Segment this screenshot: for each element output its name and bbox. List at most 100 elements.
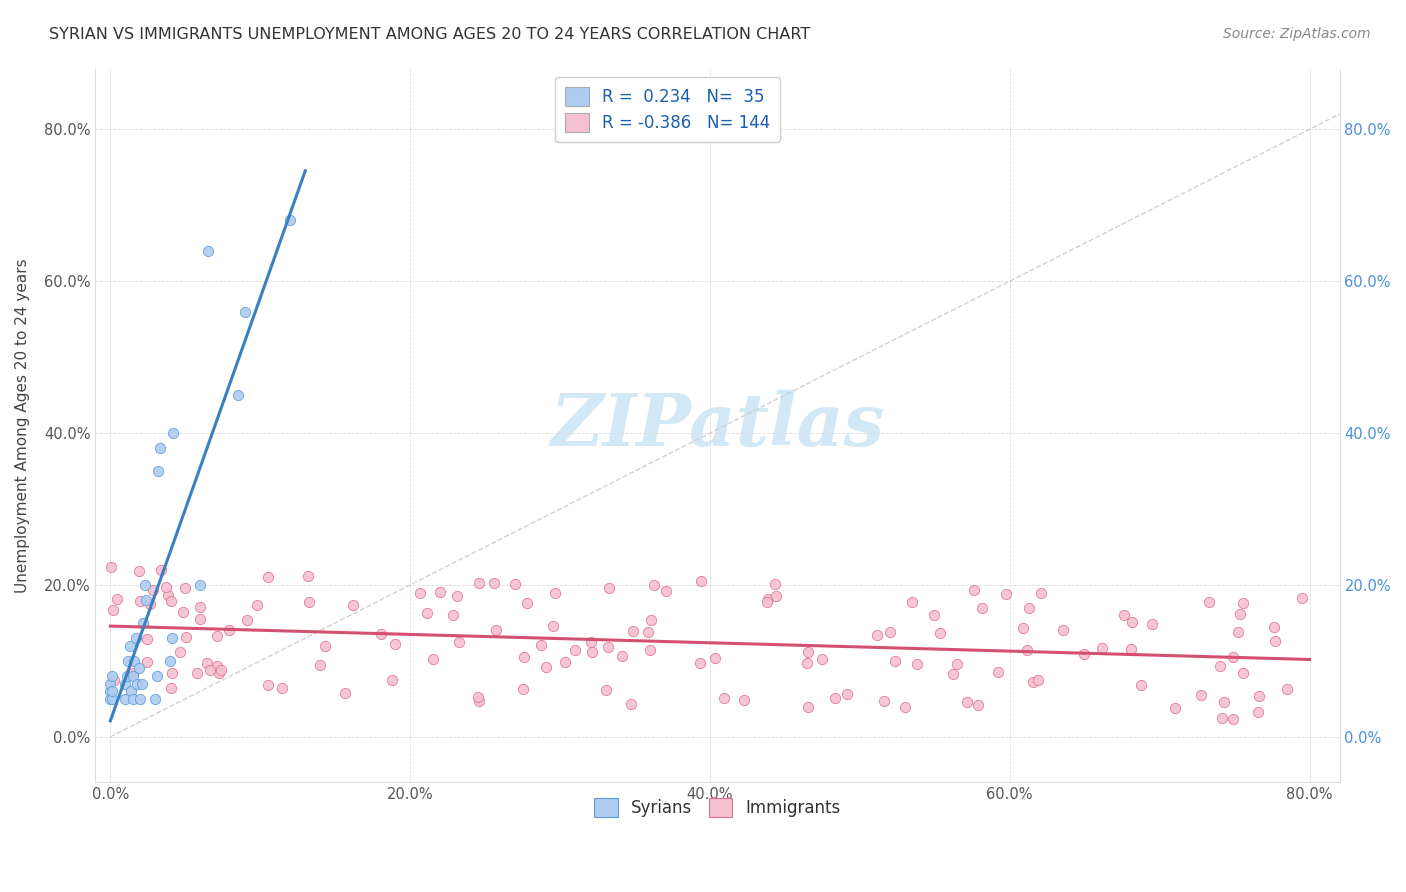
Point — [149, 441, 172, 455]
Point — [132, 615, 155, 630]
Point — [1247, 705, 1270, 719]
Point — [1031, 586, 1053, 600]
Point — [901, 595, 924, 609]
Point — [1140, 617, 1163, 632]
Point — [114, 676, 136, 690]
Point — [703, 650, 725, 665]
Point — [621, 624, 644, 638]
Point — [209, 664, 232, 678]
Point — [1198, 595, 1220, 609]
Point — [1018, 601, 1040, 615]
Point — [121, 666, 143, 681]
Point — [1209, 659, 1232, 673]
Point — [146, 669, 169, 683]
Point — [188, 612, 211, 626]
Point — [1112, 607, 1135, 622]
Point — [1091, 640, 1114, 655]
Point — [637, 625, 659, 640]
Text: SYRIAN VS IMMIGRANTS UNEMPLOYMENT AMONG AGES 20 TO 24 YEARS CORRELATION CHART: SYRIAN VS IMMIGRANTS UNEMPLOYMENT AMONG … — [49, 27, 810, 42]
Point — [1275, 682, 1298, 697]
Point — [447, 634, 470, 648]
Point — [298, 595, 321, 609]
Point — [422, 651, 444, 665]
Point — [297, 569, 319, 583]
Point — [101, 669, 124, 683]
Point — [512, 681, 534, 696]
Point — [176, 630, 198, 644]
Point — [129, 594, 152, 608]
Point — [866, 628, 889, 642]
Point — [797, 700, 820, 714]
Point — [101, 603, 124, 617]
Point — [942, 666, 965, 681]
Point — [1232, 596, 1254, 610]
Point — [101, 691, 124, 706]
Point — [690, 574, 713, 589]
Point — [160, 594, 183, 608]
Point — [963, 582, 986, 597]
Point — [643, 577, 665, 591]
Point — [441, 608, 464, 623]
Point — [149, 564, 172, 578]
Point — [226, 388, 249, 402]
Point — [756, 594, 779, 608]
Point — [837, 687, 859, 701]
Point — [195, 656, 218, 670]
Point — [797, 645, 820, 659]
Point — [1129, 678, 1152, 692]
Point — [246, 599, 269, 613]
Point — [541, 619, 564, 633]
Point — [207, 666, 229, 681]
Point — [1163, 701, 1185, 715]
Point — [155, 580, 177, 594]
Point — [967, 698, 990, 712]
Text: ZIPatlas: ZIPatlas — [550, 390, 884, 461]
Point — [1232, 665, 1254, 680]
Point — [1073, 647, 1095, 661]
Point — [1222, 712, 1244, 726]
Point — [1017, 643, 1039, 657]
Point — [924, 607, 946, 622]
Point — [105, 592, 128, 607]
Point — [554, 655, 576, 669]
Point — [114, 691, 136, 706]
Point — [468, 693, 491, 707]
Point — [416, 607, 439, 621]
Point — [162, 425, 184, 440]
Point — [271, 681, 294, 695]
Point — [1052, 623, 1074, 637]
Point — [733, 692, 755, 706]
Point — [333, 686, 356, 700]
Point — [595, 682, 617, 697]
Point — [1189, 688, 1212, 702]
Point — [205, 630, 228, 644]
Point — [160, 681, 183, 696]
Point — [1211, 711, 1233, 725]
Point — [129, 691, 152, 706]
Point — [1212, 695, 1234, 709]
Point — [370, 626, 392, 640]
Point — [640, 613, 662, 627]
Text: Source: ZipAtlas.com: Source: ZipAtlas.com — [1223, 27, 1371, 41]
Point — [309, 658, 332, 673]
Point — [278, 213, 301, 227]
Point — [1264, 633, 1286, 648]
Point — [100, 560, 122, 574]
Point — [188, 578, 211, 592]
Point — [172, 606, 194, 620]
Point — [1222, 650, 1244, 665]
Point — [972, 601, 994, 615]
Point — [121, 691, 143, 706]
Point — [159, 654, 181, 668]
Point — [1263, 620, 1285, 634]
Point — [765, 577, 787, 591]
Point — [138, 597, 160, 611]
Point — [955, 695, 977, 709]
Point — [512, 650, 534, 665]
Point — [117, 654, 139, 668]
Point — [1249, 690, 1271, 704]
Legend: Syrians, Immigrants: Syrians, Immigrants — [586, 789, 849, 825]
Point — [409, 585, 432, 599]
Point — [1226, 625, 1249, 640]
Point — [98, 684, 121, 698]
